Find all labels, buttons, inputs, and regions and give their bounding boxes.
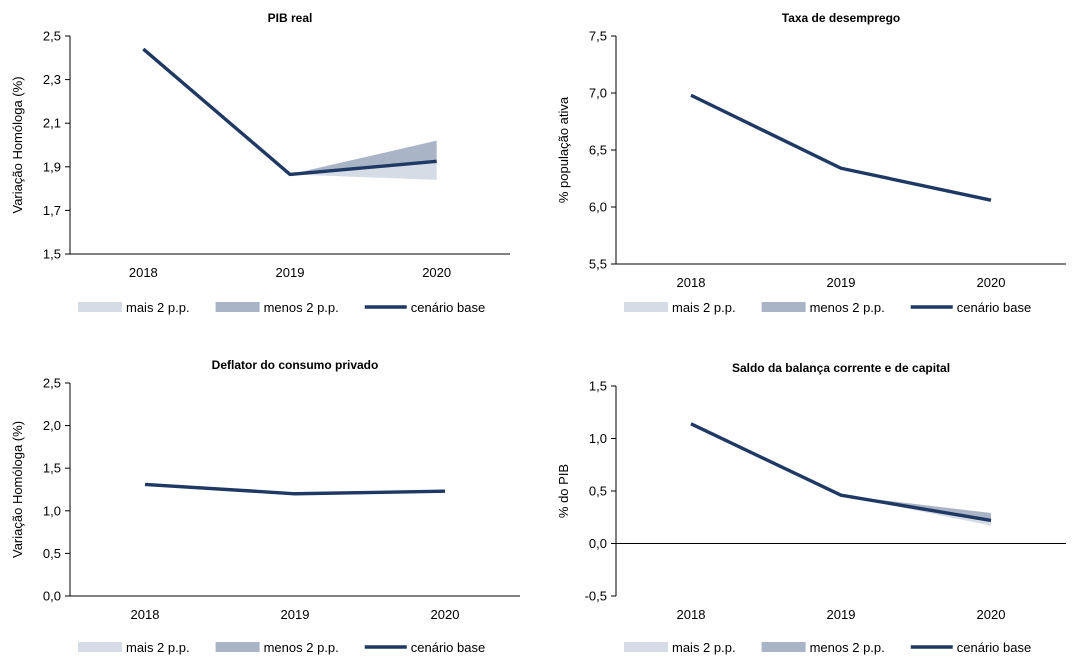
y-tick-label: 1,0 [589, 431, 607, 446]
x-tick-label: 2018 [129, 265, 158, 280]
y-tick-label: 0,5 [589, 484, 607, 499]
y-tick-label: 2,0 [43, 418, 61, 433]
y-tick-label: 1,0 [43, 503, 61, 518]
legend-label: mais 2 p.p. [672, 640, 736, 655]
series-line-cenario-base [142, 47, 437, 177]
chart-svg: PIB real Variação Homóloga (%) 1,5 1,7 1,9 2,… [10, 11, 510, 315]
chart-title: Taxa de desemprego [782, 11, 901, 25]
band-menos-2pp [290, 140, 437, 175]
y-tick-label: 7,0 [589, 86, 607, 101]
y-tick-label: 2,5 [43, 29, 61, 44]
legend-cenario-base: cenário base [910, 640, 1031, 655]
x-tick-label: 2019 [827, 607, 856, 622]
legend-swatch [624, 642, 668, 652]
legend-swatch [215, 642, 260, 652]
legend-swatch [624, 302, 668, 312]
x-tick-label: 2020 [431, 607, 460, 622]
chart-panel-balanca: Saldo da balança corrente e de capital % … [546, 328, 1092, 657]
legend-label: mais 2 p.p. [672, 300, 736, 315]
x-tick-label: 2018 [677, 275, 706, 290]
y-tick-label: 6,0 [589, 200, 607, 215]
chart-svg: Saldo da balança corrente e de capital % … [556, 361, 1066, 655]
y-tick-label: 0,0 [589, 536, 607, 551]
y-axis-label: % do PIB [556, 464, 571, 518]
y-tick-label: 1,5 [43, 247, 61, 262]
legend-label: cenário base [957, 300, 1031, 315]
y-tick-label: 5,5 [589, 257, 607, 272]
chart-title: Deflator do consumo privado [212, 358, 379, 372]
legend-menos-2pp: menos 2 p.p. [215, 640, 339, 655]
x-tick-label: 2018 [677, 607, 706, 622]
y-tick-label: 1,7 [43, 203, 61, 218]
legend-swatch [78, 642, 122, 652]
legend-label: cenário base [411, 640, 485, 655]
chart-svg: Deflator do consumo privado Variação Homó… [10, 358, 520, 655]
legend-swatch [761, 302, 806, 312]
y-axis-label: % população ativa [556, 96, 571, 203]
y-tick-label: 1,9 [43, 159, 61, 174]
y-tick-label: 7,5 [589, 29, 607, 44]
legend-label: mais 2 p.p. [126, 300, 190, 315]
legend-label: cenário base [957, 640, 1031, 655]
x-tick-label: 2019 [276, 265, 305, 280]
legend-cenario-base: cenário base [364, 300, 485, 315]
legend-menos-2pp: menos 2 p.p. [761, 300, 885, 315]
legend-mais-2pp: mais 2 p.p. [78, 640, 190, 655]
legend-cenario-base: cenário base [910, 300, 1031, 315]
y-tick-label: 2,5 [43, 376, 61, 391]
series-line-cenario-base [690, 422, 992, 523]
chart-svg: Taxa de desemprego % população ativa 5,5 6,… [556, 11, 1066, 315]
legend-label: menos 2 p.p. [810, 640, 885, 655]
y-tick-label: 0,0 [43, 589, 61, 604]
legend-mais-2pp: mais 2 p.p. [624, 300, 736, 315]
series-line-cenario-base [144, 482, 446, 496]
legend-label: menos 2 p.p. [810, 300, 885, 315]
legend-label: menos 2 p.p. [264, 300, 339, 315]
y-axis-label: Variação Homóloga (%) [10, 76, 25, 213]
x-tick-label: 2020 [977, 607, 1006, 622]
y-axis-label: Variação Homóloga (%) [10, 421, 25, 558]
legend-swatch [215, 302, 260, 312]
x-tick-label: 2019 [827, 275, 856, 290]
x-tick-label: 2019 [281, 607, 310, 622]
legend-menos-2pp: menos 2 p.p. [761, 640, 885, 655]
legend-cenario-base: cenário base [364, 640, 485, 655]
x-tick-label: 2020 [422, 265, 451, 280]
y-tick-label: 1,5 [43, 461, 61, 476]
legend-mais-2pp: mais 2 p.p. [78, 300, 190, 315]
chart-panel-taxa-desemprego: Taxa de desemprego % população ativa 5,5 6,… [546, 0, 1092, 328]
legend-label: menos 2 p.p. [264, 640, 339, 655]
y-tick-label: 1,5 [589, 379, 607, 394]
y-tick-label: 6,5 [589, 143, 607, 158]
legend-label: mais 2 p.p. [126, 640, 190, 655]
y-tick-label: -0,5 [585, 589, 607, 604]
chart-panel-deflator: Deflator do consumo privado Variação Homó… [0, 328, 546, 657]
legend-swatch [761, 642, 806, 652]
chart-title: PIB real [268, 11, 313, 25]
legend-mais-2pp: mais 2 p.p. [624, 640, 736, 655]
y-tick-label: 2,1 [43, 116, 61, 131]
legend-label: cenário base [411, 300, 485, 315]
series-line-cenario-base [690, 93, 992, 202]
legend-menos-2pp: menos 2 p.p. [215, 300, 339, 315]
chart-panel-pib-real: PIB real Variação Homóloga (%) 1,5 1,7 1,9 2,… [0, 0, 546, 328]
y-tick-label: 2,3 [43, 72, 61, 87]
y-tick-label: 0,5 [43, 546, 61, 561]
x-tick-label: 2018 [131, 607, 160, 622]
x-tick-label: 2020 [977, 275, 1006, 290]
chart-title: Saldo da balança corrente e de capital [732, 361, 950, 375]
legend-swatch [78, 302, 122, 312]
